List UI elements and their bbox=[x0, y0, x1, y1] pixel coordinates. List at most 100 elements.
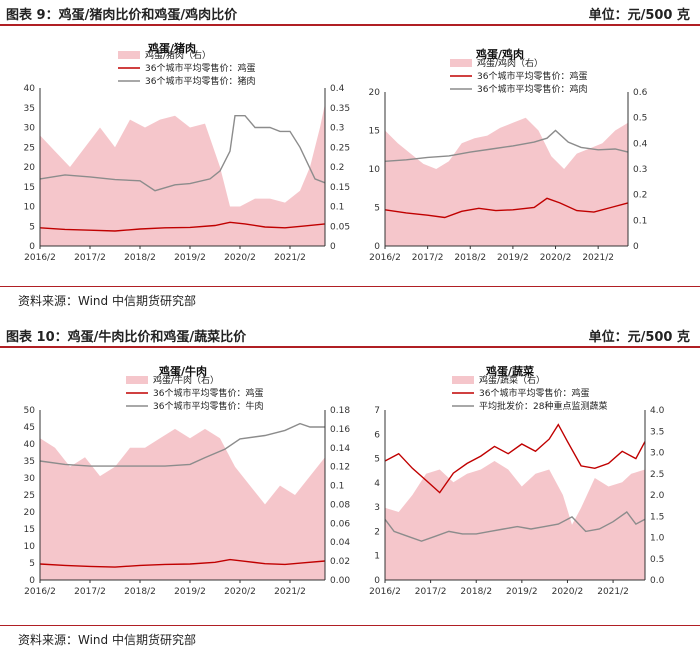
x-tick-label: 2017/2 bbox=[415, 587, 447, 597]
y-left-tick-label: 40 bbox=[24, 84, 36, 94]
y-right-tick-label: 0 bbox=[330, 242, 336, 252]
x-tick-label: 2021/2 bbox=[582, 253, 614, 263]
legend-label: 36个城市平均零售价：鸡肉 bbox=[477, 83, 587, 95]
x-tick-label: 2017/2 bbox=[74, 253, 106, 263]
legend-label: 36个城市平均零售价：猪肉 bbox=[145, 75, 255, 87]
y-left-tick-label: 25 bbox=[24, 143, 35, 153]
header-rule bbox=[0, 24, 700, 26]
egg-price-line bbox=[39, 221, 326, 232]
chart-title: 鸡蛋/蔬菜 bbox=[485, 364, 535, 378]
ratio-area bbox=[385, 461, 645, 580]
legend-label: 36个城市平均零售价：鸡蛋 bbox=[145, 62, 255, 74]
y-right-tick-label: 0.14 bbox=[330, 444, 350, 454]
y-right-tick-label: 0.4 bbox=[330, 84, 345, 94]
legend-label: 36个城市平均零售价：鸡蛋 bbox=[477, 70, 587, 82]
y-left-tick-label: 35 bbox=[24, 104, 35, 114]
figure-header: 图表 10：鸡蛋/牛肉比价和鸡蛋/蔬菜比价 单位：元/500 克 bbox=[0, 322, 700, 348]
source-rule bbox=[0, 286, 700, 287]
x-tick-label: 2018/2 bbox=[454, 253, 486, 263]
y-left-tick-label: 3 bbox=[374, 503, 380, 513]
source-note: 资料来源：Wind 中信期货研究部 bbox=[18, 633, 196, 647]
egg-price-line bbox=[39, 558, 326, 568]
y-left-tick-label: 2 bbox=[374, 527, 380, 537]
y-left-tick-label: 5 bbox=[374, 455, 380, 465]
x-tick-label: 2021/2 bbox=[274, 587, 306, 597]
y-left-tick-label: 10 bbox=[24, 203, 36, 213]
y-left-tick-label: 45 bbox=[24, 423, 35, 433]
unit-label: 单位：元/500 克 bbox=[588, 330, 690, 345]
chart-title: 鸡蛋/牛肉 bbox=[158, 364, 207, 378]
y-left-tick-label: 5 bbox=[29, 559, 35, 569]
y-left-tick-label: 1 bbox=[374, 552, 380, 562]
y-right-tick-label: 0.25 bbox=[330, 143, 350, 153]
y-left-tick-label: 5 bbox=[374, 204, 380, 214]
y-right-tick-label: 0.2 bbox=[330, 163, 344, 173]
unit-label: 单位：元/500 克 bbox=[588, 8, 690, 23]
y-right-tick-label: 0.5 bbox=[633, 114, 647, 124]
x-tick-label: 2018/2 bbox=[124, 253, 156, 263]
x-tick-label: 2021/2 bbox=[274, 253, 306, 263]
x-tick-label: 2020/2 bbox=[224, 253, 256, 263]
y-right-tick-label: 3.0 bbox=[650, 449, 665, 459]
x-tick-label: 2019/2 bbox=[174, 587, 206, 597]
y-left-tick-label: 5 bbox=[29, 222, 35, 232]
legend-swatch bbox=[452, 376, 474, 384]
figure-label: 图表 9：鸡蛋/猪肉比价和鸡蛋/鸡肉比价 bbox=[6, 8, 238, 23]
y-right-tick-label: 0.12 bbox=[330, 463, 350, 473]
y-right-tick-label: 0.1 bbox=[330, 482, 344, 492]
x-tick-label: 2018/2 bbox=[460, 587, 492, 597]
legend-label: 36个城市平均零售价：牛肉 bbox=[153, 400, 263, 412]
legend-label: 鸡蛋/猪肉（右） bbox=[145, 49, 211, 61]
legend-swatch bbox=[118, 51, 140, 59]
x-tick-label: 2019/2 bbox=[506, 587, 538, 597]
x-tick-label: 2016/2 bbox=[24, 253, 56, 263]
y-left-tick-label: 20 bbox=[24, 508, 36, 518]
y-right-tick-label: 0.4 bbox=[633, 139, 648, 149]
y-left-tick-label: 15 bbox=[369, 127, 380, 137]
y-right-tick-label: 1.5 bbox=[650, 512, 664, 522]
legend-label: 36个城市平均零售价：鸡蛋 bbox=[479, 387, 589, 399]
x-tick-label: 2019/2 bbox=[497, 253, 529, 263]
y-right-tick-label: 0.04 bbox=[330, 538, 350, 548]
y-right-tick-label: 0.08 bbox=[330, 500, 350, 510]
y-right-tick-label: 2.5 bbox=[650, 470, 664, 480]
y-right-tick-label: 0.18 bbox=[330, 406, 350, 416]
legend-label: 36个城市平均零售价：鸡蛋 bbox=[153, 387, 263, 399]
egg-price-line bbox=[384, 423, 646, 494]
y-right-tick-label: 0.16 bbox=[330, 425, 350, 435]
comparison-price-line bbox=[39, 115, 326, 192]
y-left-tick-label: 30 bbox=[24, 124, 36, 134]
legend-swatch bbox=[450, 59, 472, 67]
y-left-tick-label: 40 bbox=[24, 440, 36, 450]
y-left-tick-label: 15 bbox=[24, 525, 35, 535]
chart-title: 鸡蛋/猪肉 bbox=[147, 41, 196, 55]
y-right-tick-label: 1.0 bbox=[650, 534, 665, 544]
y-left-tick-label: 35 bbox=[24, 457, 35, 467]
y-left-tick-label: 15 bbox=[24, 183, 35, 193]
y-left-tick-label: 0 bbox=[29, 576, 35, 586]
y-left-tick-label: 4 bbox=[374, 479, 380, 489]
y-right-tick-label: 0.00 bbox=[330, 576, 350, 586]
comparison-price-line bbox=[384, 511, 646, 542]
y-left-tick-label: 6 bbox=[374, 430, 380, 440]
x-tick-label: 2016/2 bbox=[369, 253, 401, 263]
y-right-tick-label: 0.0 bbox=[650, 576, 665, 586]
y-left-tick-label: 10 bbox=[24, 542, 36, 552]
y-left-tick-label: 0 bbox=[374, 576, 380, 586]
y-left-tick-label: 50 bbox=[24, 406, 36, 416]
y-right-tick-label: 0.2 bbox=[633, 191, 647, 201]
x-tick-label: 2017/2 bbox=[412, 253, 444, 263]
egg-price-line bbox=[384, 197, 629, 219]
x-tick-label: 2021/2 bbox=[597, 587, 629, 597]
figure-header: 图表 9：鸡蛋/猪肉比价和鸡蛋/鸡肉比价 单位：元/500 克 bbox=[0, 0, 700, 26]
y-right-tick-label: 4.0 bbox=[650, 406, 665, 416]
y-left-tick-label: 20 bbox=[24, 163, 36, 173]
y-right-tick-label: 0.1 bbox=[330, 203, 344, 213]
x-tick-label: 2017/2 bbox=[74, 587, 106, 597]
ratio-area bbox=[40, 428, 325, 580]
y-right-tick-label: 0.15 bbox=[330, 183, 350, 193]
y-left-tick-label: 20 bbox=[369, 88, 381, 98]
y-right-tick-label: 0.5 bbox=[650, 555, 664, 565]
x-tick-label: 2016/2 bbox=[24, 587, 56, 597]
y-left-tick-label: 0 bbox=[374, 242, 380, 252]
